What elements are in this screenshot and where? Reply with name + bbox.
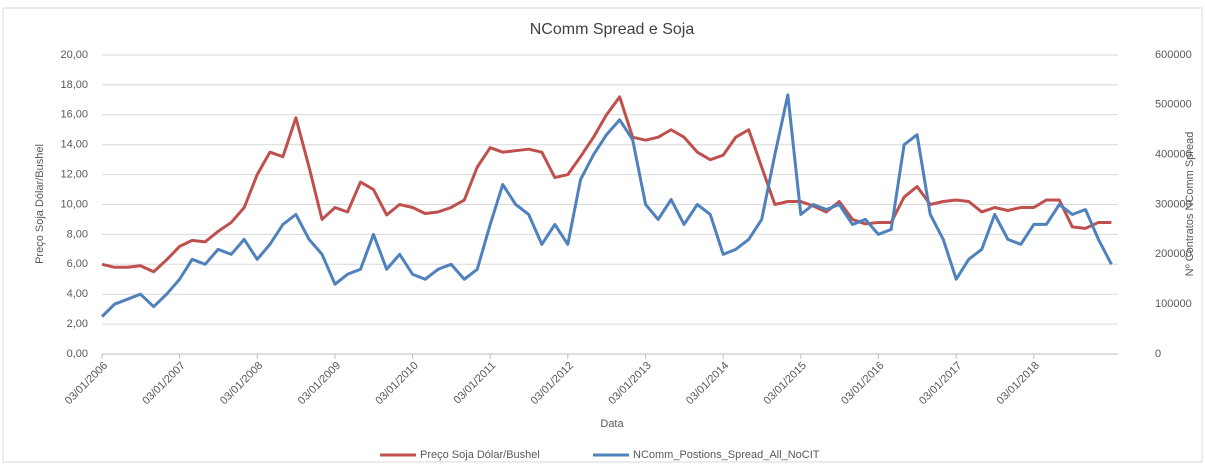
y2-tick-label: 400000 — [1155, 149, 1192, 161]
y-tick-label: 18,00 — [60, 79, 88, 91]
y-tick-label: 6,00 — [67, 258, 88, 270]
y2-tick-label: 0 — [1155, 348, 1161, 360]
chart-frame — [2, 7, 1203, 463]
y-tick-label: 16,00 — [60, 109, 88, 121]
y-tick-label: 4,00 — [67, 288, 88, 300]
legend-label: Preço Soja Dólar/Bushel — [420, 449, 540, 461]
y-axis-label: Preço Soja Dólar/Bushel — [34, 144, 46, 264]
line-series — [101, 95, 1112, 274]
y-tick-label: 20,00 — [60, 49, 88, 61]
y-tick-label: 0,00 — [67, 348, 88, 360]
y-tick-label: 14,00 — [60, 139, 88, 151]
y2-axis-label: Nº Contratos NComm Spread — [1184, 132, 1196, 277]
y-tick-label: 8,00 — [67, 228, 88, 240]
y2-tick-label: 100000 — [1155, 298, 1192, 310]
y-tick-label: 2,00 — [67, 318, 88, 330]
legend-label: NComm_Postions_Spread_All_NoCIT — [633, 449, 820, 461]
y-tick-label: 12,00 — [60, 169, 88, 181]
y-tick-label: 10,00 — [60, 198, 88, 210]
x-axis-label: Data — [600, 418, 624, 430]
y2-tick-label: 600000 — [1155, 49, 1192, 61]
y2-tick-label: 500000 — [1155, 99, 1192, 111]
chart-title: NComm Spread e Soja — [530, 21, 695, 38]
y2-tick-label: 200000 — [1155, 248, 1192, 260]
y2-tick-label: 300000 — [1155, 198, 1192, 210]
line-series — [100, 93, 1113, 318]
